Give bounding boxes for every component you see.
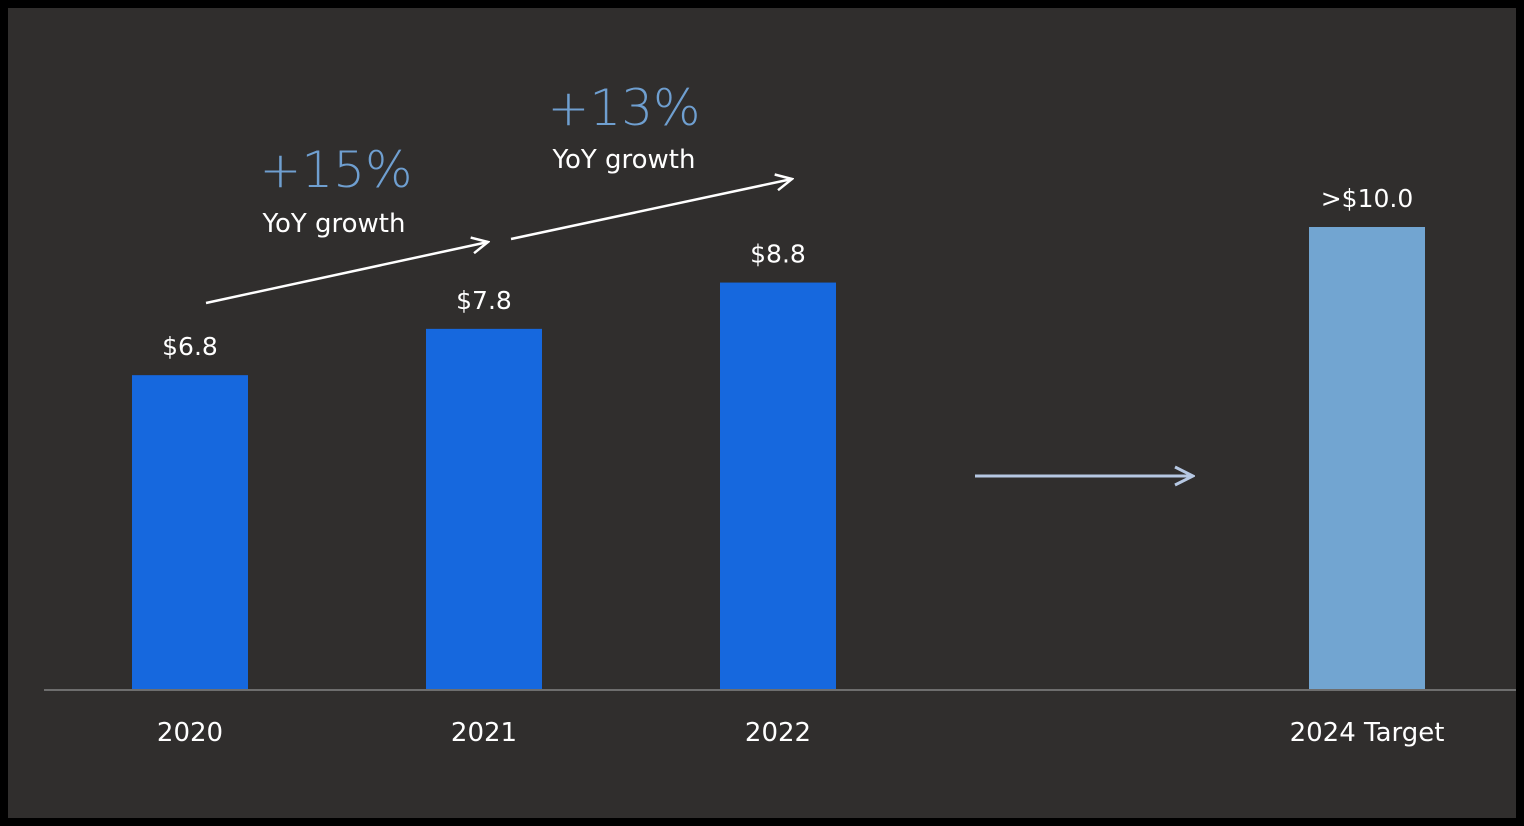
x-tick-2024-target: 2024 Target	[1290, 718, 1445, 748]
bar-2020	[132, 375, 248, 690]
growth-text-2021-2022: YoY growth	[552, 145, 696, 175]
x-tick-2022: 2022	[745, 718, 811, 748]
bar-2021	[426, 328, 542, 690]
growth-arrow-2021-2022	[510, 179, 792, 241]
growth-text-2020-2021: YoY growth	[262, 209, 406, 239]
data-label-2024-target: >$10.0	[1321, 184, 1414, 213]
x-tick-2020: 2020	[157, 718, 223, 748]
x-tick-2021: 2021	[451, 718, 517, 748]
growth-value-2020-2021: +15%	[259, 141, 412, 199]
bar-2024-target	[1309, 227, 1425, 690]
bar-2022	[720, 282, 836, 690]
data-label-2021: $7.8	[456, 286, 512, 315]
growth-value-2021-2022: +13%	[547, 79, 700, 137]
data-label-2022: $8.8	[750, 240, 806, 269]
growth-arrow-2020-2021	[205, 242, 488, 305]
data-label-2020: $6.8	[162, 332, 218, 361]
